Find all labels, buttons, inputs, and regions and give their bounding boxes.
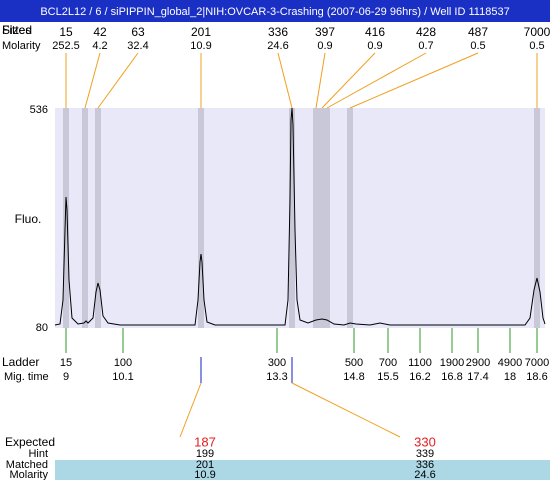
ladder-size: 1900: [440, 357, 464, 369]
hint-label: Hint: [28, 448, 48, 460]
matched-band: [55, 460, 550, 480]
peak-molarity: 0.5: [529, 40, 544, 52]
ladder-time: 13.3: [266, 371, 287, 383]
ladder-time: 9: [63, 371, 69, 383]
molarity-label: Molarity: [2, 40, 41, 52]
expected-size: 330: [414, 434, 436, 449]
peak-band: [63, 108, 69, 328]
hint-size: 339: [416, 448, 434, 460]
plot-area: [55, 108, 545, 328]
peak-size: 63: [131, 25, 145, 39]
ladder-size: 300: [268, 357, 286, 369]
matched-size: 336: [416, 459, 434, 471]
matched-label: Matched: [6, 459, 48, 471]
peak-band: [289, 108, 295, 328]
ladder-size: 4900: [498, 357, 522, 369]
mig-time-label: Mig. time: [4, 371, 49, 383]
ladder-size: 1100: [408, 357, 432, 369]
peak-band: [324, 108, 330, 328]
peak-size: 201: [191, 25, 211, 39]
ladder-size: 100: [114, 357, 132, 369]
peak-molarity: 0.5: [470, 40, 485, 52]
ladder-size: 7000: [525, 357, 549, 369]
ladder-size: 700: [379, 357, 397, 369]
ladder-size: 15: [60, 357, 72, 369]
header-bar: [0, 0, 550, 22]
peak-molarity: 252.5: [52, 40, 80, 52]
hint-size: 199: [196, 448, 214, 460]
peak-connector: [349, 52, 479, 109]
peak-connector: [321, 52, 376, 109]
matched-molarity: 24.6: [414, 469, 435, 480]
peak-size: 487: [468, 25, 488, 39]
trace: [54, 107, 546, 326]
y-min-label: 80: [36, 322, 48, 334]
expected-label: Expected: [5, 435, 55, 449]
peak-connector: [326, 52, 427, 109]
peak-band: [198, 108, 204, 328]
matched-molarity: 10.9: [194, 469, 215, 480]
peak-molarity: 0.7: [418, 40, 433, 52]
peak-size: 42: [93, 25, 107, 39]
peak-size: 428: [416, 25, 436, 39]
expected-connector: [291, 382, 401, 438]
molarity-row-label: Molarity: [9, 469, 48, 480]
peak-molarity: 10.9: [190, 40, 211, 52]
peak-connector: [97, 52, 139, 109]
ladder-time: 16.8: [441, 371, 462, 383]
ladder-size: 500: [345, 357, 363, 369]
ladder-time: 18.6: [526, 371, 547, 383]
peak-band: [82, 108, 88, 328]
peak-band: [347, 108, 353, 328]
peak-band: [313, 108, 319, 328]
peak-molarity: 0.9: [367, 40, 382, 52]
peak-size: 7000: [524, 25, 550, 39]
peak-band: [319, 108, 325, 328]
ladder-size: 2900: [466, 357, 490, 369]
peak-band: [534, 108, 540, 328]
header-title: BCL2L12 / 6 / siPIPPIN_global_2|NIH:OVCA…: [40, 6, 509, 18]
ladder-time: 16.2: [409, 371, 430, 383]
peak-molarity: 0.9: [317, 40, 332, 52]
ladder-label: Ladder: [2, 355, 39, 369]
sizes-label: Sizes: [2, 23, 31, 37]
peak-connector: [84, 52, 101, 109]
matched-size: 201: [196, 459, 214, 471]
expected-connector: [179, 382, 202, 438]
expected-size: 187: [194, 434, 216, 449]
ladder-time: 18: [504, 371, 516, 383]
y-max-label: 536: [30, 104, 48, 116]
y-axis-label: Fluo.: [15, 212, 42, 226]
peak-connector: [315, 52, 326, 109]
peak-band: [95, 108, 101, 328]
peak-size: 416: [365, 25, 385, 39]
ladder-time: 10.1: [112, 371, 133, 383]
peak-size: 397: [315, 25, 335, 39]
fitted-label: Fitted: [2, 23, 32, 37]
peak-molarity: 4.2: [92, 40, 107, 52]
peak-molarity: 32.4: [127, 40, 148, 52]
peak-size: 336: [268, 25, 288, 39]
peak-connector: [277, 52, 293, 109]
ladder-time: 17.4: [467, 371, 488, 383]
ladder-time: 15.5: [377, 371, 398, 383]
peak-size: 15: [59, 25, 73, 39]
peak-molarity: 24.6: [267, 40, 288, 52]
ladder-time: 14.8: [343, 371, 364, 383]
